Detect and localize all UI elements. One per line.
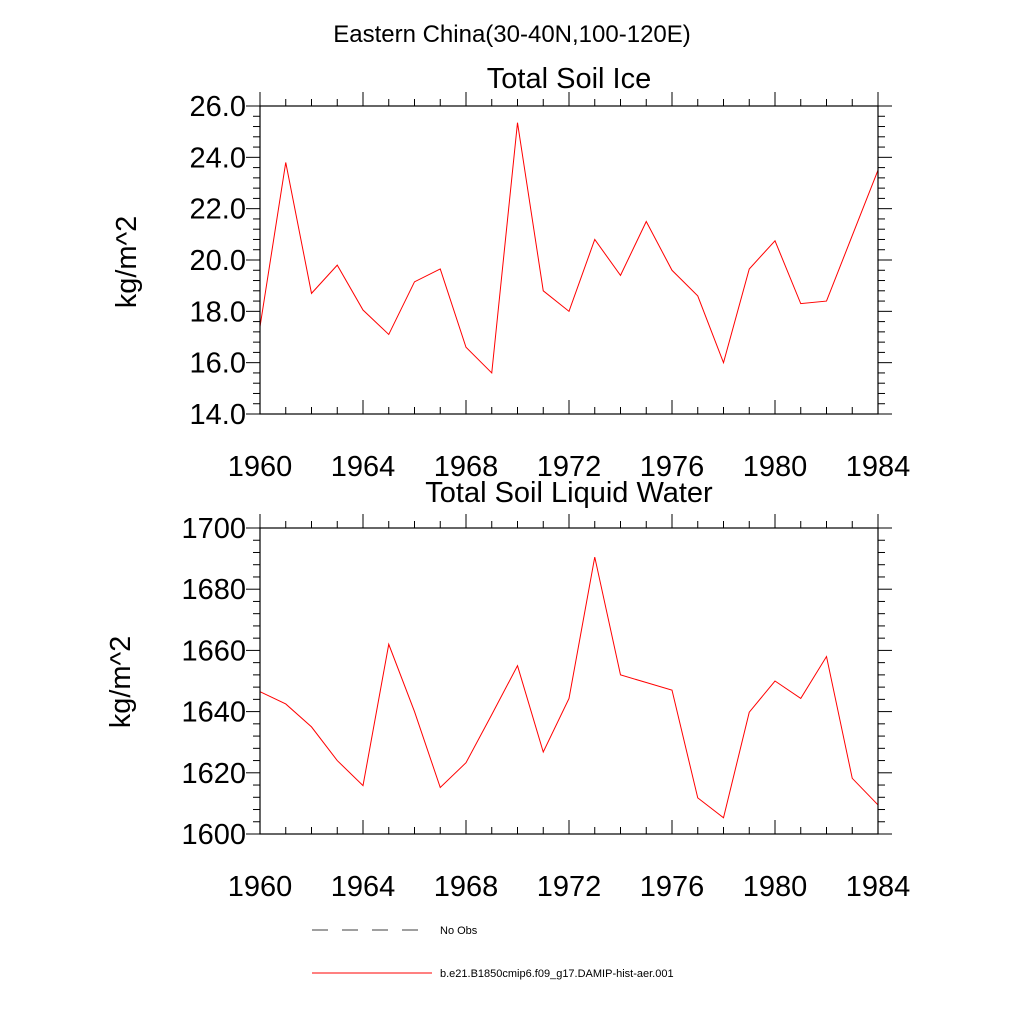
y-tick-label: 20.0	[190, 245, 246, 277]
plot-frame	[259, 527, 879, 835]
series-line	[259, 122, 879, 375]
x-tick-label: 1980	[743, 871, 808, 903]
y-tick-label: 18.0	[190, 296, 246, 328]
axis-ticks: 1960 1964 1968 1972 1976 1980 1984 14.0 16.0 18.0…	[190, 91, 911, 483]
y-tick-label: 1680	[181, 574, 246, 606]
y-tick-label: 14.0	[190, 399, 246, 431]
x-tick-label: 1972	[537, 451, 602, 483]
axis-ticks: 1960 1964 1968 1972 1976 1980 1984 1600 1620 1640…	[181, 513, 910, 903]
y-tick-label: 26.0	[190, 91, 246, 123]
x-tick-label: 1984	[846, 451, 911, 483]
figure-suptitle: Eastern China(30-40N,100-120E)	[333, 21, 691, 48]
legend: No Obs b.e21.B1850cmip6.f09_g17.DAMIP-hi…	[312, 925, 674, 980]
panel-title: Total Soil Ice	[487, 63, 651, 95]
x-tick-label: 1960	[228, 451, 293, 483]
y-tick-label: 1660	[181, 635, 246, 667]
panel-title: Total Soil Liquid Water	[425, 477, 713, 509]
legend-label-model: b.e21.B1850cmip6.f09_g17.DAMIP-hist-aer.…	[440, 968, 674, 980]
x-tick-label: 1960	[228, 871, 293, 903]
plot-frame	[259, 105, 879, 415]
y-axis-label: kg/m^2	[105, 636, 137, 729]
series-marks	[259, 556, 879, 819]
y-tick-label: 16.0	[190, 348, 246, 380]
y-tick-label: 1600	[181, 819, 246, 851]
series-marks	[259, 122, 879, 375]
x-tick-label: 1968	[434, 451, 499, 483]
y-tick-label: 24.0	[190, 142, 246, 174]
legend-label-no-obs: No Obs	[440, 925, 478, 937]
x-tick-label: 1968	[434, 871, 499, 903]
x-tick-label: 1976	[640, 871, 705, 903]
panel-total-soil-ice: Total Soil Ice kg/m^2 1960 1964 1968 1972 19…	[111, 63, 910, 483]
x-tick-label: 1964	[331, 451, 396, 483]
y-tick-label: 1620	[181, 758, 246, 790]
x-tick-label: 1964	[331, 871, 396, 903]
y-tick-label: 1700	[181, 513, 246, 545]
x-tick-label: 1980	[743, 451, 808, 483]
y-axis-label: kg/m^2	[111, 216, 143, 309]
panel-total-soil-liquid-water: Total Soil Liquid Water kg/m^2 1960 1964 1…	[105, 477, 910, 903]
series-line	[259, 556, 879, 819]
y-tick-label: 1640	[181, 697, 246, 729]
y-tick-label: 22.0	[190, 194, 246, 226]
x-tick-label: 1972	[537, 871, 602, 903]
x-tick-label: 1976	[640, 451, 705, 483]
x-tick-label: 1984	[846, 871, 911, 903]
